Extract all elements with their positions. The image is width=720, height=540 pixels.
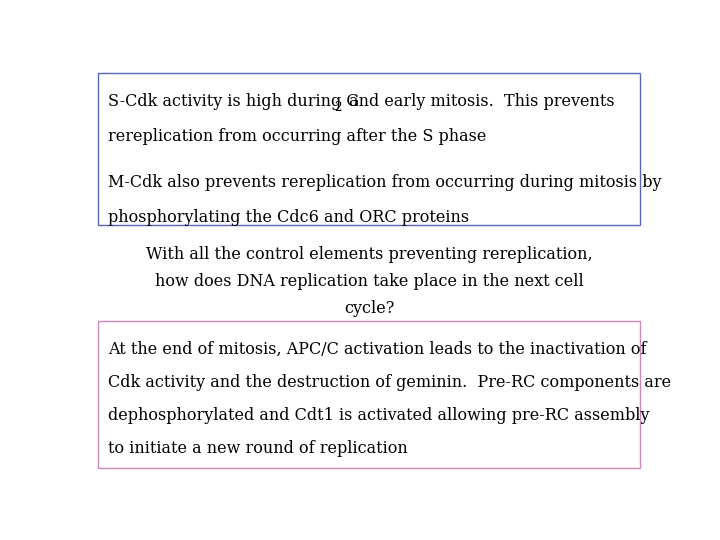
Text: rereplication from occurring after the S phase: rereplication from occurring after the S… xyxy=(108,129,486,145)
Text: phosphorylating the Cdc6 and ORC proteins: phosphorylating the Cdc6 and ORC protein… xyxy=(108,210,469,226)
Text: With all the control elements preventing rereplication,: With all the control elements preventing… xyxy=(145,246,593,262)
Text: and early mitosis.  This prevents: and early mitosis. This prevents xyxy=(344,93,614,110)
Text: how does DNA replication take place in the next cell: how does DNA replication take place in t… xyxy=(155,273,583,289)
Text: 2: 2 xyxy=(334,100,341,113)
Text: M-Cdk also prevents rereplication from occurring during mitosis by: M-Cdk also prevents rereplication from o… xyxy=(108,174,662,191)
Text: dephosphorylated and Cdt1 is activated allowing pre-RC assembly: dephosphorylated and Cdt1 is activated a… xyxy=(108,407,649,424)
Text: S-Cdk activity is high during G: S-Cdk activity is high during G xyxy=(108,93,359,110)
Text: Cdk activity and the destruction of geminin.  Pre-RC components are: Cdk activity and the destruction of gemi… xyxy=(108,374,671,391)
Text: cycle?: cycle? xyxy=(344,300,394,317)
Text: At the end of mitosis, APC/C activation leads to the inactivation of: At the end of mitosis, APC/C activation … xyxy=(108,341,647,357)
Text: to initiate a new round of replication: to initiate a new round of replication xyxy=(108,440,408,457)
